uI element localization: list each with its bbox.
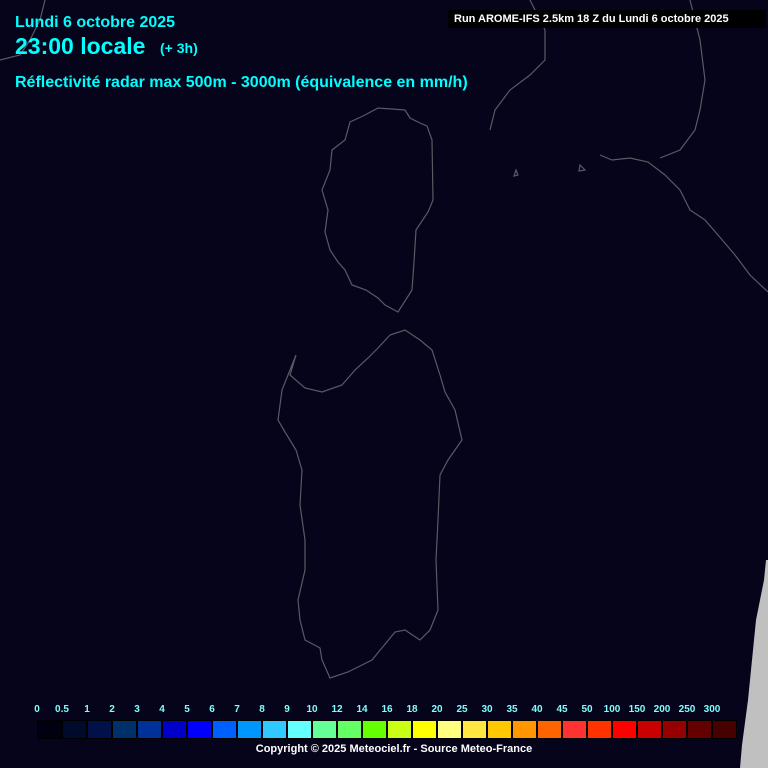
- no-data-area: [740, 560, 768, 768]
- legend-swatch: [212, 720, 237, 739]
- legend-swatch: [162, 720, 187, 739]
- legend-label: 150: [628, 704, 646, 715]
- legend-swatch: [462, 720, 487, 739]
- legend-label: 100: [603, 704, 621, 715]
- italy-coast: [599, 154, 768, 293]
- legend-label: 4: [159, 704, 165, 715]
- legend-label: 8: [259, 704, 265, 715]
- legend-swatch: [37, 720, 62, 739]
- legend-swatch: [537, 720, 562, 739]
- lead-time: (+ 3h): [160, 40, 198, 56]
- islet: [513, 168, 519, 177]
- legend-swatch: [412, 720, 437, 739]
- legend-label: 45: [556, 704, 568, 715]
- legend-swatch: [637, 720, 662, 739]
- corsica-coast: [321, 107, 434, 313]
- legend-label: 5: [184, 704, 190, 715]
- legend-swatch: [712, 720, 737, 739]
- map-title: Réflectivité radar max 500m - 3000m (équ…: [15, 74, 468, 91]
- legend-label: 10: [306, 704, 318, 715]
- legend-swatch: [312, 720, 337, 739]
- legend-label: 7: [234, 704, 240, 715]
- legend-swatch: [62, 720, 87, 739]
- legend-swatch: [137, 720, 162, 739]
- legend-label: 50: [581, 704, 593, 715]
- legend-label: 9: [284, 704, 290, 715]
- legend-swatch: [362, 720, 387, 739]
- legend-label: 0: [34, 704, 40, 715]
- italy-coast-north: [659, 0, 706, 159]
- legend-swatch: [112, 720, 137, 739]
- legend-swatch: [337, 720, 362, 739]
- islet: [578, 163, 587, 172]
- legend-label: 40: [531, 704, 543, 715]
- legend-swatch: [487, 720, 512, 739]
- legend-swatch: [437, 720, 462, 739]
- legend-label: 25: [456, 704, 468, 715]
- legend-swatch: [187, 720, 212, 739]
- legend-label: 250: [678, 704, 696, 715]
- legend-label: 30: [481, 704, 493, 715]
- legend-swatch: [612, 720, 637, 739]
- copyright: Copyright © 2025 Meteociel.fr - Source M…: [255, 743, 533, 755]
- legend-swatch: [687, 720, 712, 739]
- legend-swatch: [562, 720, 587, 739]
- legend-label: 20: [431, 704, 443, 715]
- mainland-coast: [489, 0, 546, 131]
- sardinia-coast: [277, 329, 463, 679]
- legend-label: 14: [356, 704, 368, 715]
- legend-label: 2: [109, 704, 115, 715]
- legend-label: 3: [134, 704, 140, 715]
- legend-swatch: [587, 720, 612, 739]
- legend-label: 18: [406, 704, 418, 715]
- legend-label: 0.5: [55, 704, 69, 715]
- mainland-coast-nw: [0, 0, 46, 61]
- legend-swatch: [287, 720, 312, 739]
- legend-swatch: [237, 720, 262, 739]
- legend-label: 200: [653, 704, 671, 715]
- legend-swatch: [387, 720, 412, 739]
- legend-label: 16: [381, 704, 393, 715]
- legend-label: 6: [209, 704, 215, 715]
- forecast-time: 23:00 locale: [15, 33, 146, 59]
- legend-label: 12: [331, 704, 343, 715]
- legend-swatch: [662, 720, 687, 739]
- legend-label: 35: [506, 704, 518, 715]
- legend-swatch: [262, 720, 287, 739]
- legend-swatch: [512, 720, 537, 739]
- run-info: Run AROME-IFS 2.5km 18 Z du Lundi 6 octo…: [448, 10, 766, 28]
- forecast-date: Lundi 6 octobre 2025: [15, 14, 176, 31]
- legend-label: 1: [84, 704, 90, 715]
- legend-label: 300: [703, 704, 721, 715]
- legend-swatch: [87, 720, 112, 739]
